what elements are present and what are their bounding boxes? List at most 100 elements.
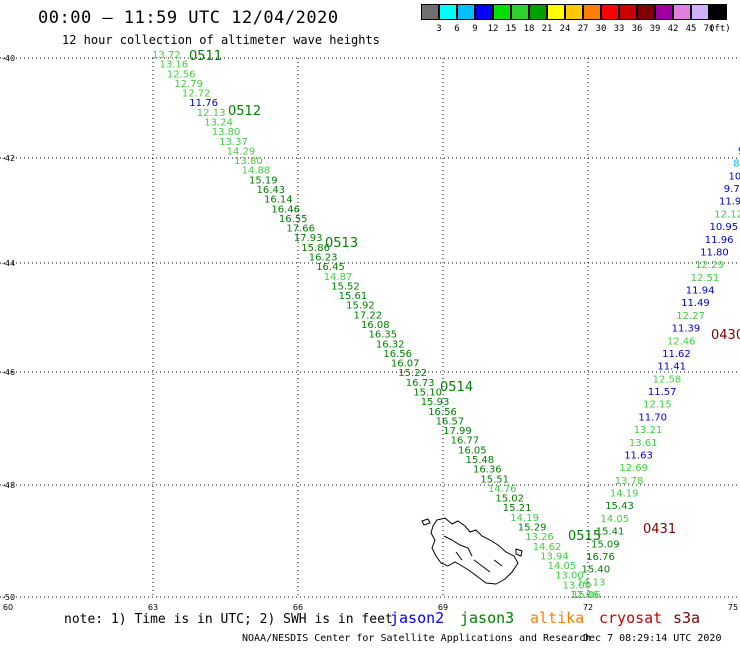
legend-swatch — [493, 4, 511, 20]
kerguelen-main-island — [430, 517, 519, 585]
legend-swatch — [457, 4, 475, 20]
wave-height-value: 11.70 — [638, 412, 667, 423]
legend-label: 9 — [472, 24, 478, 34]
pass-label: 0511 — [189, 49, 222, 64]
kerguelen-islet-east — [515, 548, 523, 557]
wave-height-value: 13.00 — [563, 580, 592, 591]
wave-height-value: 12.46 — [667, 336, 696, 347]
wave-height-value: 8 — [733, 159, 739, 170]
latitude-tick-label: -40 — [2, 54, 15, 63]
legend-label: 18 — [523, 24, 535, 34]
legend-swatch — [637, 4, 655, 20]
legend-label: 24 — [559, 24, 571, 34]
wave-height-value: 13.80 — [234, 156, 263, 167]
wave-height-value: 13.00 — [555, 571, 584, 582]
legend-label: (ft) — [709, 24, 731, 34]
wave-height-value: 15.09 — [591, 539, 620, 550]
wave-height-value: 16.32 — [376, 339, 405, 350]
wave-height-value: 16.46 — [271, 204, 300, 215]
wave-height-value: 14.05 — [548, 561, 577, 572]
wave-height-value: 16.35 — [369, 330, 398, 341]
wave-height-value: 16.45 — [316, 262, 345, 273]
latitude-tick-label: -46 — [2, 368, 15, 377]
wave-height-value: 15.06 — [572, 590, 601, 601]
wave-height-value: 16.76 — [586, 552, 615, 563]
longitude-tick-label: 75 — [728, 603, 738, 612]
wave-height-value: 12.79 — [174, 79, 203, 90]
longitude-tick-label: 63 — [148, 603, 158, 612]
legend-swatch — [565, 4, 583, 20]
wave-height-value: 14.87 — [324, 272, 353, 283]
wave-height-value: 14.88 — [242, 166, 271, 177]
kerguelen-islands-coastline — [421, 517, 523, 585]
wave-height-value: 11.96 — [705, 235, 734, 246]
pass-label: 0512 — [228, 104, 261, 119]
longitude-tick-label: 60 — [3, 603, 13, 612]
legend-swatch — [673, 4, 691, 20]
map-subtitle: 12 hour collection of altimeter wave hei… — [62, 33, 380, 47]
wave-height-value: 17.99 — [443, 426, 472, 437]
legend-swatch — [421, 4, 439, 20]
wave-height-value: 11.63 — [624, 451, 653, 462]
wave-height-value: 11.41 — [657, 362, 686, 373]
legend-swatch — [709, 4, 727, 20]
wave-height-value: 12.13 — [197, 108, 226, 119]
wave-height-value: 11.39 — [672, 324, 701, 335]
wave-height-value: 16.56 — [383, 349, 412, 360]
pass-label: 0514 — [440, 380, 473, 395]
wave-height-value: 14.19 — [510, 513, 539, 524]
wave-height-value: 13.24 — [204, 118, 233, 129]
wave-height-value: 9 — [738, 146, 740, 157]
legend-swatch — [439, 4, 457, 20]
wave-height-value: 15.22 — [398, 368, 427, 379]
satellite-name: cryosat — [599, 609, 663, 627]
wave-height-value: 12.15 — [643, 400, 672, 411]
legend-swatch — [583, 4, 601, 20]
wave-height-value: 15.86 — [301, 243, 330, 254]
wave-height-value: 13.21 — [634, 425, 663, 436]
wave-height-value: 15.21 — [503, 503, 532, 514]
footer-timestamp: Dec 7 08:29:14 UTC 2020 — [583, 633, 722, 644]
wave-height-value: 13.16 — [160, 60, 189, 71]
wave-height-value: 13.37 — [219, 137, 248, 148]
satellite-name: jason3 — [460, 609, 515, 627]
wave-height-value: 10. — [729, 171, 740, 182]
wave-height-value: 15.29 — [518, 523, 547, 534]
satellite-name: altika — [530, 609, 585, 627]
wave-height-value: 11.62 — [662, 349, 691, 360]
wave-height-value: 14.13 — [577, 577, 606, 588]
wave-height-value: 12.27 — [676, 311, 705, 322]
pass-labels: 0511 0512 0513 0514 0515 0430 0431 — [189, 49, 740, 544]
pass-label: 0513 — [325, 236, 358, 251]
wave-height-value: 15.48 — [466, 455, 495, 466]
wave-height-value: 12.72 — [182, 89, 211, 100]
wave-height-value: 14.29 — [227, 146, 256, 157]
legend-label: 30 — [595, 24, 607, 34]
footer-note: note: 1) Time is in UTC; 2) SWH is in fe… — [64, 612, 393, 627]
legend-label: 21 — [541, 24, 553, 34]
legend-swatch — [601, 4, 619, 20]
wave-height-value: 11.94 — [686, 286, 715, 297]
wave-height-value: 15.19 — [249, 175, 278, 186]
longitude-tick-label: 72 — [583, 603, 593, 612]
wave-height-value: 16.73 — [406, 378, 435, 389]
wave-height-value: 15.43 — [605, 501, 634, 512]
legend-label: 12 — [487, 24, 499, 34]
legend-label: 36 — [631, 24, 643, 34]
wave-height-value: 11.49 — [681, 298, 710, 309]
legend-swatch — [475, 4, 493, 20]
wave-height-value: 12.06 — [570, 590, 599, 601]
wave-height-value: 15.10 — [413, 388, 442, 399]
latitude-tick-label: -44 — [2, 259, 15, 268]
wave-height-value: 13.72 — [152, 50, 181, 61]
wave-height-value: 15.52 — [331, 281, 360, 292]
legend-label: 42 — [667, 24, 679, 34]
wave-height-value: 16.77 — [451, 436, 480, 447]
legend-swatch — [619, 4, 637, 20]
latitude-tick-label: -48 — [2, 481, 15, 490]
track-a-values: 13.7213.1612.5612.7912.7211.7612.1313.24… — [152, 50, 599, 601]
longitude-tick-label: 69 — [438, 603, 448, 612]
